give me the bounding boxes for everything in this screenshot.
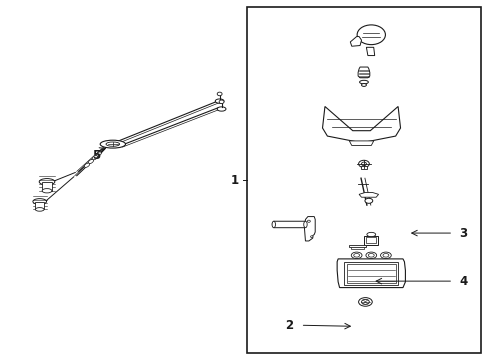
Ellipse shape [215,99,224,103]
Polygon shape [348,141,373,145]
Polygon shape [358,193,378,197]
Text: 5: 5 [91,149,100,162]
Ellipse shape [84,163,89,167]
Text: 1: 1 [230,174,238,186]
Polygon shape [366,47,374,55]
Bar [346,264,395,283]
Ellipse shape [92,156,97,160]
Ellipse shape [380,252,390,258]
Ellipse shape [96,152,101,156]
Ellipse shape [35,208,44,211]
Text: 4: 4 [458,275,467,288]
Ellipse shape [366,232,375,237]
Ellipse shape [361,84,366,86]
Ellipse shape [365,252,376,258]
Ellipse shape [33,199,46,204]
Ellipse shape [106,142,120,146]
Ellipse shape [361,162,366,166]
Bar [364,235,377,244]
Bar [348,244,366,247]
Ellipse shape [367,253,373,257]
Ellipse shape [382,253,388,257]
Bar [35,202,44,210]
Bar [42,182,52,191]
Bar [366,237,375,243]
Ellipse shape [217,107,225,111]
Ellipse shape [353,253,359,257]
Ellipse shape [39,179,55,185]
Ellipse shape [42,189,52,193]
Ellipse shape [217,92,222,96]
Ellipse shape [100,140,125,148]
Ellipse shape [364,198,372,203]
Ellipse shape [361,300,368,305]
Ellipse shape [219,100,224,104]
Ellipse shape [358,160,368,167]
Text: 3: 3 [458,226,466,239]
Ellipse shape [303,221,306,228]
Bar [360,166,366,169]
Text: 2: 2 [285,319,293,332]
Bar [344,262,397,285]
Ellipse shape [358,298,371,306]
Polygon shape [272,221,306,228]
Polygon shape [336,259,405,288]
Ellipse shape [356,25,385,45]
Polygon shape [357,67,369,78]
Bar [350,247,364,249]
Polygon shape [349,37,361,46]
Ellipse shape [359,80,367,84]
Polygon shape [304,217,315,241]
Ellipse shape [307,220,310,222]
Polygon shape [322,107,400,143]
Ellipse shape [88,159,93,164]
Ellipse shape [350,252,361,258]
Ellipse shape [310,236,312,238]
Bar [246,7,480,353]
Ellipse shape [271,221,275,228]
